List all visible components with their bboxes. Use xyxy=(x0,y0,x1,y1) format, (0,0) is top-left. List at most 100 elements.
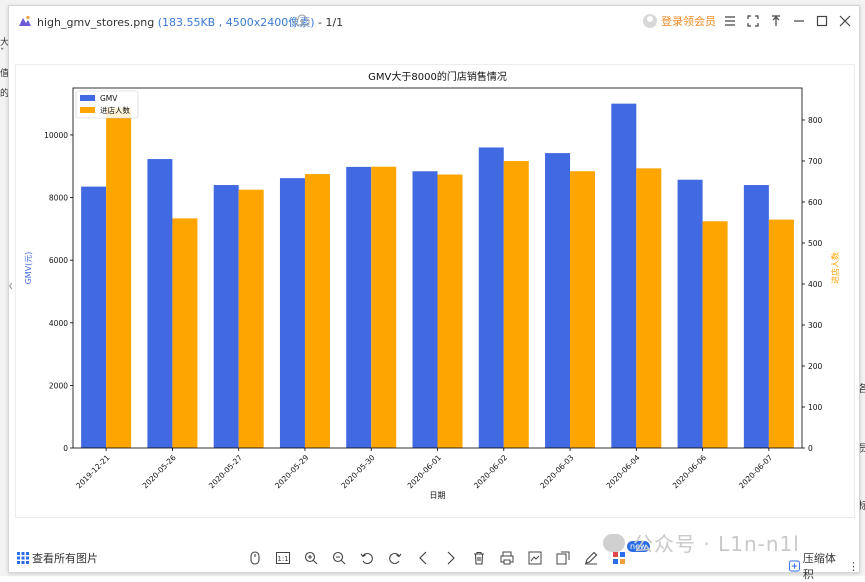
y-right-tick-label: 0 xyxy=(808,444,813,453)
x-tick-label: 2020-05-30 xyxy=(339,453,376,490)
pin-top-icon[interactable] xyxy=(767,12,785,30)
y-tick-label: 6000 xyxy=(49,256,68,265)
maximize-icon[interactable] xyxy=(813,12,831,30)
print-icon[interactable] xyxy=(498,549,516,567)
x-tick-label: 2020-06-06 xyxy=(671,453,708,490)
visitors-bar xyxy=(570,171,596,448)
gmv-bar xyxy=(478,147,504,448)
login-label: 登录领会员 xyxy=(661,15,716,28)
y-axis-label: GMV(元) xyxy=(24,252,33,285)
x-tick-label: 2020-06-02 xyxy=(472,453,509,490)
y-tick-label: 4000 xyxy=(49,319,68,328)
visitors-bar xyxy=(702,221,728,448)
x-tick-label: 2020-05-27 xyxy=(207,453,244,490)
zoom-out-icon[interactable] xyxy=(330,549,348,567)
y-right-tick-label: 400 xyxy=(808,280,823,289)
rotate-right-icon[interactable] xyxy=(386,549,404,567)
compress-icon xyxy=(789,560,800,572)
y-right-tick-label: 500 xyxy=(808,239,823,248)
bottom-toolbar: 查看所有图片 1:1 xyxy=(9,541,859,581)
menu-icon[interactable] xyxy=(721,12,739,30)
bar-chart: GMV大于8000的门店销售情况 2019-12-21 2020-05-26 2020… xyxy=(24,70,840,500)
actual-size-icon[interactable]: 1:1 xyxy=(274,549,292,567)
visitors-bar xyxy=(503,160,529,448)
legend-label-visitors: 进店人数 xyxy=(100,105,130,115)
zoom-in-icon[interactable] xyxy=(302,549,320,567)
user-avatar-icon xyxy=(643,14,657,28)
close-icon[interactable] xyxy=(836,12,854,30)
gmv-bar xyxy=(677,179,703,448)
x-tick-label: 2020-06-03 xyxy=(538,453,575,490)
bg-left-char: 值 xyxy=(0,69,10,79)
visitors-bar xyxy=(106,107,132,448)
bg-left-char: 的 xyxy=(0,89,10,99)
minimize-icon[interactable] xyxy=(790,12,808,30)
crop-image-icon[interactable] xyxy=(526,549,544,567)
watermark: 公众号 · L1n-n1l xyxy=(603,528,800,557)
visitors-bar xyxy=(437,174,463,448)
x-tick-label: 2020-06-01 xyxy=(406,453,443,490)
file-meta: (183.55KB , 4500x2400像素) xyxy=(157,16,315,29)
chart-title: GMV大于8000的门店销售情况 xyxy=(368,70,507,83)
previous-image-icon[interactable] xyxy=(414,549,432,567)
gmv-bar xyxy=(743,185,769,448)
visitors-bar xyxy=(371,166,397,448)
visitors-bar xyxy=(172,218,198,448)
gmv-bar xyxy=(213,185,239,448)
y-right-tick-label: 100 xyxy=(808,403,823,412)
file-name: high_gmv_stores.png xyxy=(37,16,155,29)
bg-right-char: 标 xyxy=(858,501,865,512)
y-right-tick-label: 800 xyxy=(808,116,823,125)
gmv-bar xyxy=(412,171,438,448)
plot-frame xyxy=(72,87,803,449)
bg-right-char: 员 xyxy=(858,444,865,455)
gmv-bar xyxy=(279,178,305,448)
prev-panel-handle[interactable] xyxy=(8,276,14,296)
background-left-text: 大 ˇ 值 的 xyxy=(0,30,10,550)
x-tick-label: 2020-05-29 xyxy=(273,453,310,490)
x-tick-label: 2020-06-04 xyxy=(605,453,642,490)
new-badge: new xyxy=(627,541,650,552)
visitors-bar xyxy=(304,174,330,448)
window-title: high_gmv_stores.png (183.55KB , 4500x240… xyxy=(37,14,343,30)
legend-swatch-gmv xyxy=(80,95,95,101)
login-member-button[interactable]: 登录领会员 xyxy=(643,13,716,29)
image-viewer-window: high_gmv_stores.png (183.55KB , 4500x240… xyxy=(8,5,860,581)
svg-text:1:1: 1:1 xyxy=(277,555,288,563)
view-all-label: 查看所有图片 xyxy=(32,552,98,565)
edit-icon[interactable] xyxy=(582,549,600,567)
grid-icon xyxy=(17,552,29,564)
gmv-bar xyxy=(147,159,173,449)
watermark-text: 公众号 · L1n-n1l xyxy=(633,532,800,556)
title-bar[interactable]: high_gmv_stores.png (183.55KB , 4500x240… xyxy=(9,6,859,36)
image-convert-icon[interactable] xyxy=(554,549,572,567)
visitors-bar xyxy=(238,189,264,448)
image-canvas[interactable]: GMV大于8000的门店销售情况 2019-12-21 2020-05-26 2020… xyxy=(15,64,855,518)
bg-left-char: ˇ xyxy=(0,48,5,58)
compress-label: 压缩体积 xyxy=(802,552,836,581)
bg-left-char: 大 xyxy=(0,38,10,48)
delete-icon[interactable] xyxy=(470,549,488,567)
bg-right-char: 各 xyxy=(858,384,865,395)
gmv-bar xyxy=(346,166,372,448)
gmv-bar xyxy=(545,153,571,448)
x-tick-label: 2020-05-26 xyxy=(141,453,178,490)
gmv-bar xyxy=(81,186,107,448)
wechat-icon xyxy=(603,533,625,552)
fullscreen-icon[interactable] xyxy=(744,12,762,30)
rotate-left-icon[interactable] xyxy=(358,549,376,567)
cloud-upload-icon[interactable] xyxy=(294,14,310,28)
y-right-tick-label: 300 xyxy=(808,321,823,330)
y-right-tick-label: 600 xyxy=(808,198,823,207)
next-image-icon[interactable] xyxy=(442,549,460,567)
y-tick-label: 8000 xyxy=(49,194,68,203)
view-all-images-button[interactable]: 查看所有图片 xyxy=(17,550,98,566)
x-tick-label: 2020-06-07 xyxy=(737,453,774,490)
more-tools-icon[interactable] xyxy=(610,549,628,567)
y-tick-label: 10000 xyxy=(44,131,68,140)
mouse-mode-icon[interactable] xyxy=(246,549,264,567)
more-options-icon[interactable]: ⋮ xyxy=(848,559,859,573)
app-logo-icon xyxy=(19,15,31,26)
y-right-tick-label: 200 xyxy=(808,362,823,371)
compress-size-button[interactable]: 压缩体积 ⋮ xyxy=(789,550,859,582)
